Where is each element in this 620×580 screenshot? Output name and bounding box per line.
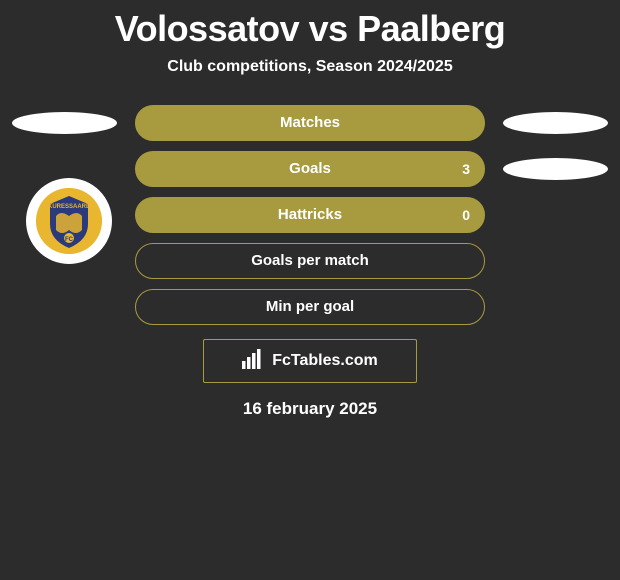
page-subtitle: Club competitions, Season 2024/2025: [0, 58, 620, 76]
stat-row: Min per goal: [0, 288, 620, 325]
stat-bar: Min per goal: [135, 289, 485, 325]
stat-label: Min per goal: [266, 298, 354, 315]
value-oval-left: [12, 112, 117, 134]
svg-text:KURESSAARE: KURESSAARE: [48, 204, 90, 210]
stat-bar: Goals 3: [135, 151, 485, 187]
value-oval-right: [503, 158, 608, 180]
stat-value-right: 0: [462, 207, 470, 223]
chart-bars-icon: [242, 349, 264, 374]
stat-value-right: 3: [462, 161, 470, 177]
stat-bar: Hattricks 0: [135, 197, 485, 233]
stat-bar: Goals per match: [135, 243, 485, 279]
stat-bar: Matches: [135, 105, 485, 141]
stat-label: Hattricks: [278, 206, 342, 223]
stat-label: Matches: [280, 114, 340, 131]
svg-text:FC: FC: [65, 237, 74, 243]
value-oval-right: [503, 112, 608, 134]
page-title: Volossatov vs Paalberg: [0, 8, 620, 50]
stats-comparison: Volossatov vs Paalberg Club competitions…: [0, 0, 620, 419]
stat-label: Goals per match: [251, 252, 369, 269]
stat-label: Goals: [289, 160, 331, 177]
branding-text: FcTables.com: [272, 352, 378, 370]
branding-box[interactable]: FcTables.com: [203, 339, 417, 383]
team-crest-left: KURESSAARE FC: [26, 178, 112, 264]
date-label: 16 february 2025: [0, 399, 620, 419]
stat-row: Goals 3: [0, 150, 620, 187]
stat-row: Matches: [0, 104, 620, 141]
crest-icon: KURESSAARE FC: [36, 188, 102, 254]
